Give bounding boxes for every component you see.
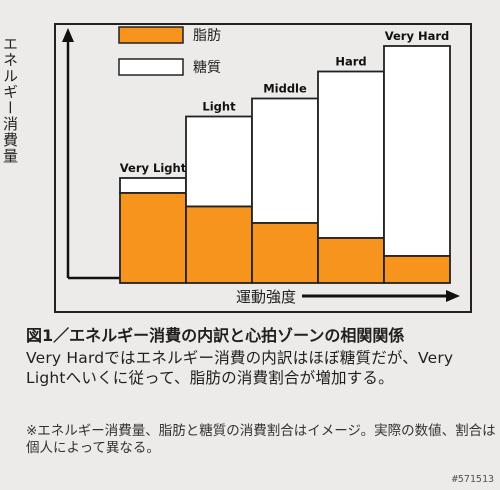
figure-caption-note: ※エネルギー消費量、脂肪と糖質の消費割合はイメージ。実際の数値、割合は個人によっ… — [26, 423, 496, 457]
bar-fat-1 — [185, 205, 253, 284]
x-axis-label: 運動強度 — [236, 288, 296, 306]
image-id-watermark: #571513 — [451, 474, 494, 485]
chart-frame — [54, 23, 472, 313]
bar-sugar-0 — [119, 177, 187, 194]
legend-swatch-sugar — [118, 58, 184, 76]
bar-fat-0 — [119, 192, 187, 284]
bar-sugar-3 — [317, 70, 385, 239]
y-axis-arrowhead — [62, 28, 74, 42]
category-label-1: Light — [202, 100, 236, 114]
legend-swatch-fat — [118, 26, 184, 44]
figure-caption-body: Very Hardではエネルギー消費の内訳はほぼ糖質だが、Very Lightへ… — [26, 349, 454, 387]
bar-fat-3 — [317, 237, 385, 284]
category-label-3: Hard — [335, 55, 366, 69]
bar-fat-2 — [251, 222, 319, 284]
bar-sugar-2 — [251, 97, 319, 224]
figure-caption-title: 図1／エネルギー消費の内訳と心拍ゾーンの相関関係 — [26, 326, 405, 345]
bar-sugar-4 — [383, 45, 451, 257]
bar-fat-4 — [383, 255, 451, 284]
category-label-4: Very Hard — [385, 29, 450, 43]
y-axis-label: エネルギー消費量 — [1, 36, 19, 164]
category-label-2: Middle — [263, 82, 307, 96]
legend-label-sugar: 糖質 — [193, 60, 221, 76]
bar-sugar-1 — [185, 115, 253, 208]
x-axis-arrowhead — [446, 290, 460, 302]
category-label-0: Very Light — [120, 161, 187, 175]
stacked-bar-chart: エネルギー消費量 運動強度 脂肪 糖質 Very Light Light Middl… — [1, 23, 472, 313]
legend-label-fat: 脂肪 — [193, 28, 221, 44]
